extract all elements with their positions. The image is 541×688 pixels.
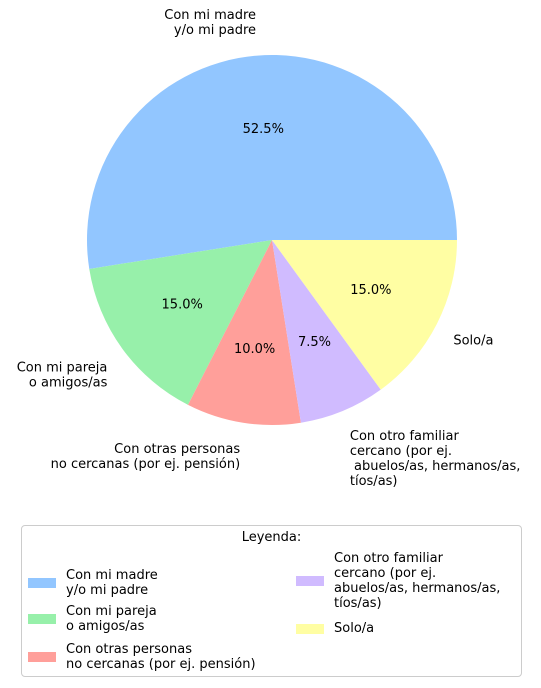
slice-label-otro-familiar: Con otro familiar cercano (por ej. abuelo… xyxy=(350,429,521,489)
legend-title: Leyenda: xyxy=(241,530,302,545)
legend-item-solo: Solo/a xyxy=(296,621,374,636)
legend-label: Con mi pareja o amigos/as xyxy=(66,604,157,634)
legend-swatch xyxy=(28,652,56,662)
slice-label-otras-personas: Con otras personas no cercanas (por ej. p… xyxy=(51,442,241,472)
pie-slice-otras-personas xyxy=(188,240,301,425)
pie-labels: 52.5% Con mi madre y/o mi padre 15.0% Con mi… xyxy=(17,8,521,489)
pct-label-pareja-amigos: 15.0% xyxy=(162,298,203,313)
legend-item-madre-padre: Con mi madre y/o mi padre xyxy=(28,568,158,598)
pct-label-solo: 15.0% xyxy=(350,283,391,298)
legend-label: Con mi madre y/o mi padre xyxy=(66,568,158,598)
slice-label-madre-padre: Con mi madre y/o mi padre xyxy=(164,8,256,38)
slice-label-solo: Solo/a xyxy=(453,333,493,348)
legend: Leyenda: Con mi madre y/o mi padre Con m… xyxy=(21,525,522,677)
pie-slice-otro-familiar xyxy=(272,240,381,423)
pie-slice-solo xyxy=(272,240,457,390)
pie-slices xyxy=(87,55,457,425)
legend-item-otras-personas: Con otras personas no cercanas (por ej. … xyxy=(28,642,256,672)
legend-swatch xyxy=(28,578,56,588)
legend-item-pareja-amigos: Con mi pareja o amigos/as xyxy=(28,604,157,634)
pie-slice-madre-padre xyxy=(87,55,457,269)
legend-label: Con otro familiar cercano (por ej. abuel… xyxy=(334,551,501,611)
pct-label-otro-familiar: 7.5% xyxy=(298,335,331,350)
legend-swatch xyxy=(296,576,324,586)
pie-slice-pareja-amigos xyxy=(89,240,273,405)
slice-label-pareja-amigos: Con mi pareja o amigos/as xyxy=(17,361,108,391)
legend-swatch xyxy=(296,623,324,634)
legend-label: Solo/a xyxy=(334,621,375,636)
pct-label-madre-padre: 52.5% xyxy=(243,122,284,137)
pct-label-otras-personas: 10.0% xyxy=(234,342,275,357)
legend-swatch xyxy=(28,614,56,624)
legend-label: Con otras personas no cercanas (por ej. … xyxy=(66,642,256,672)
legend-item-otro-familiar: Con otro familiar cercano (por ej. abuel… xyxy=(296,551,500,611)
